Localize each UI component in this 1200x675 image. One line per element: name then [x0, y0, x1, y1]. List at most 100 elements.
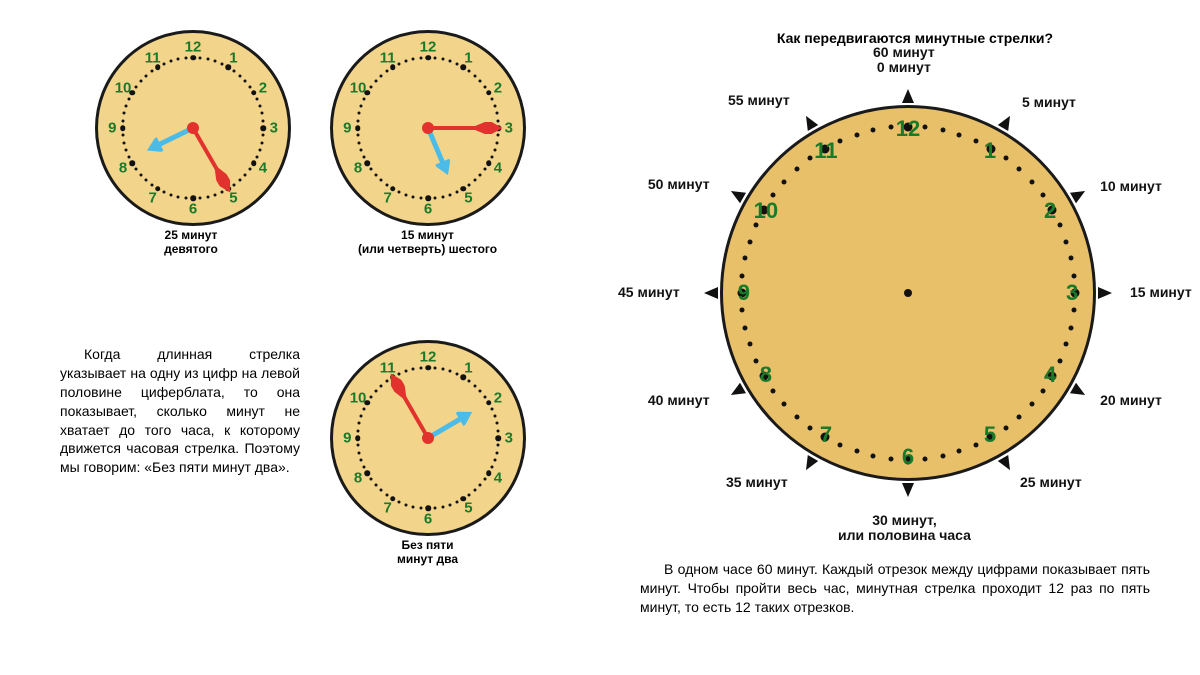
tick-dot	[170, 60, 173, 63]
tick-dot	[362, 408, 365, 411]
clock-numeral: 12	[185, 39, 202, 56]
tick-dot	[871, 128, 876, 133]
minute-label: 35 минут	[726, 475, 788, 490]
clock-numeral: 11	[380, 50, 396, 67]
tick-dot	[468, 493, 471, 496]
minute-label: 45 минут	[618, 285, 680, 300]
clock-numeral: 11	[814, 138, 837, 164]
tick-dot	[256, 155, 259, 158]
tick-dot	[495, 141, 498, 144]
tick-dot	[122, 134, 125, 137]
tick-dot	[405, 60, 408, 63]
tick-dot	[1029, 179, 1034, 184]
tick-dot	[362, 98, 365, 101]
tick-dot	[486, 160, 492, 166]
tick-dot	[139, 79, 142, 82]
minute-arrow-icon	[1070, 383, 1088, 400]
tick-dot	[493, 458, 496, 461]
tick-dot	[358, 141, 361, 144]
clock-numeral: 1	[229, 50, 237, 67]
tick-dot	[144, 74, 147, 77]
tick-dot	[374, 174, 377, 177]
tick-dot	[357, 444, 360, 447]
tick-dot	[441, 368, 444, 371]
tick-dot	[362, 465, 365, 468]
tick-dot	[496, 429, 499, 432]
tick-dot	[493, 415, 496, 418]
minute-label: 55 минут	[728, 93, 790, 108]
clock-numeral: 8	[354, 470, 362, 487]
tick-dot	[434, 367, 437, 370]
clock-numeral: 12	[420, 39, 437, 56]
tick-dot	[419, 57, 422, 60]
tick-dot	[425, 55, 431, 61]
tick-dot	[398, 501, 401, 504]
clock-numeral: 4	[494, 160, 502, 177]
tick-dot	[163, 191, 166, 194]
tick-dot	[441, 505, 444, 508]
tick-dot	[129, 160, 135, 166]
tick-dot	[740, 308, 745, 313]
tick-dot	[213, 60, 216, 63]
tick-dot	[794, 414, 799, 419]
tick-dot	[782, 402, 787, 407]
tick-dot	[125, 105, 128, 108]
clock-numeral: 2	[1044, 198, 1056, 224]
tick-dot	[120, 125, 126, 131]
tick-dot	[495, 451, 498, 454]
clock-numeral: 10	[754, 198, 778, 224]
tick-dot	[206, 58, 209, 61]
tick-dot	[808, 425, 813, 430]
tick-dot	[496, 444, 499, 447]
clock-numeral: 11	[145, 50, 161, 67]
clock-numeral: 12	[896, 116, 920, 142]
minute-label: 20 минут	[1100, 393, 1162, 408]
tick-dot	[455, 372, 458, 375]
tick-dot	[455, 191, 458, 194]
tick-dot	[474, 179, 477, 182]
minute-arrow-icon	[902, 89, 914, 103]
tick-dot	[355, 435, 361, 441]
tick-dot	[888, 125, 893, 130]
clock-center	[422, 122, 434, 134]
tick-dot	[251, 90, 257, 96]
tick-dot	[385, 70, 388, 73]
big-clock: 123456789101112	[720, 105, 1096, 481]
clock-numeral: 9	[108, 120, 116, 137]
tick-dot	[483, 395, 486, 398]
tick-dot	[808, 156, 813, 161]
clock-numeral: 12	[420, 349, 437, 366]
tick-dot	[468, 183, 471, 186]
tick-dot	[486, 470, 492, 476]
tick-dot	[398, 62, 401, 65]
tick-dot	[441, 58, 444, 61]
tick-dot	[199, 196, 202, 199]
tick-dot	[370, 85, 373, 88]
tick-dot	[261, 119, 264, 122]
tick-dot	[139, 174, 142, 177]
tick-dot	[753, 358, 758, 363]
tick-dot	[854, 132, 859, 137]
tick-dot	[419, 367, 422, 370]
tick-dot	[448, 503, 451, 506]
tick-dot	[364, 160, 370, 166]
tick-dot	[1017, 167, 1022, 172]
tick-dot	[448, 193, 451, 196]
tick-dot	[940, 128, 945, 133]
clock-numeral: 7	[383, 499, 391, 516]
tick-dot	[206, 195, 209, 198]
tick-dot	[747, 342, 752, 347]
minute-label: 5 минут	[1022, 95, 1076, 110]
minute-hand	[385, 369, 433, 441]
tick-dot	[150, 70, 153, 73]
clock-numeral: 3	[270, 120, 278, 137]
tick-dot	[244, 174, 247, 177]
tick-dot	[455, 62, 458, 65]
tick-dot	[125, 148, 128, 151]
tick-dot	[127, 155, 130, 158]
tick-dot	[248, 85, 251, 88]
tick-dot	[434, 57, 437, 60]
tick-dot	[419, 506, 422, 509]
tick-dot	[123, 112, 126, 115]
clock-numeral: 3	[1066, 280, 1078, 306]
